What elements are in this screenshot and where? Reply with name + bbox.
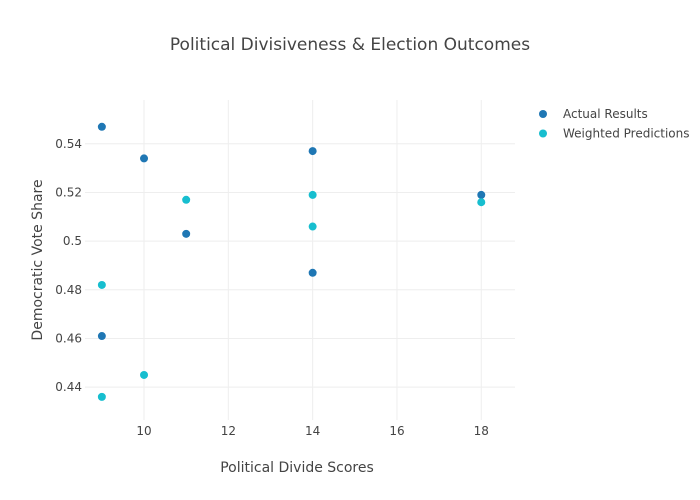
legend-marker: [539, 110, 547, 118]
legend-marker: [539, 129, 547, 138]
data-point[interactable]: [97, 122, 106, 131]
x-tick-label: 12: [221, 424, 236, 438]
grid-layer: [85, 100, 515, 420]
x-tick-label: 14: [305, 424, 320, 438]
data-point[interactable]: [308, 190, 317, 199]
data-point[interactable]: [140, 370, 149, 379]
y-tick-label: 0.44: [55, 380, 82, 394]
y-axis-title: Democratic Vote Share: [30, 179, 46, 340]
data-point[interactable]: [477, 198, 486, 207]
legend-label: Actual Results: [563, 107, 648, 121]
series-actual-results: [97, 122, 486, 341]
data-point[interactable]: [182, 229, 191, 238]
data-point[interactable]: [308, 268, 317, 277]
x-axis-ticks: 10 12 14 16 18: [136, 424, 489, 438]
x-axis-title: Political Divide Scores: [220, 460, 374, 476]
legend-label: Weighted Predictions: [563, 127, 690, 141]
points-layer: [97, 122, 486, 401]
data-point[interactable]: [97, 332, 106, 341]
data-point[interactable]: [140, 154, 149, 163]
x-tick-label: 16: [389, 424, 404, 438]
y-tick-label: 0.48: [55, 283, 82, 297]
y-tick-label: 0.46: [55, 331, 82, 345]
x-tick-label: 18: [474, 424, 489, 438]
y-tick-label: 0.54: [55, 137, 82, 151]
y-tick-label: 0.52: [55, 185, 82, 199]
series-weighted-predictions: [97, 190, 486, 401]
data-point[interactable]: [308, 222, 317, 231]
data-point[interactable]: [477, 190, 486, 199]
legend-item[interactable]: Actual Results: [539, 107, 648, 121]
data-point[interactable]: [97, 280, 106, 289]
data-point[interactable]: [97, 392, 106, 401]
legend-item[interactable]: Weighted Predictions: [539, 127, 690, 141]
y-tick-label: 0.5: [63, 234, 82, 248]
data-point[interactable]: [308, 147, 317, 156]
x-tick-label: 10: [136, 424, 151, 438]
legend[interactable]: Actual Results Weighted Predictions: [539, 107, 690, 141]
chart-title: Political Divisiveness & Election Outcom…: [170, 35, 530, 55]
data-point[interactable]: [182, 195, 191, 204]
y-axis-ticks: 0.44 0.46 0.48 0.5 0.52 0.54: [55, 137, 82, 394]
